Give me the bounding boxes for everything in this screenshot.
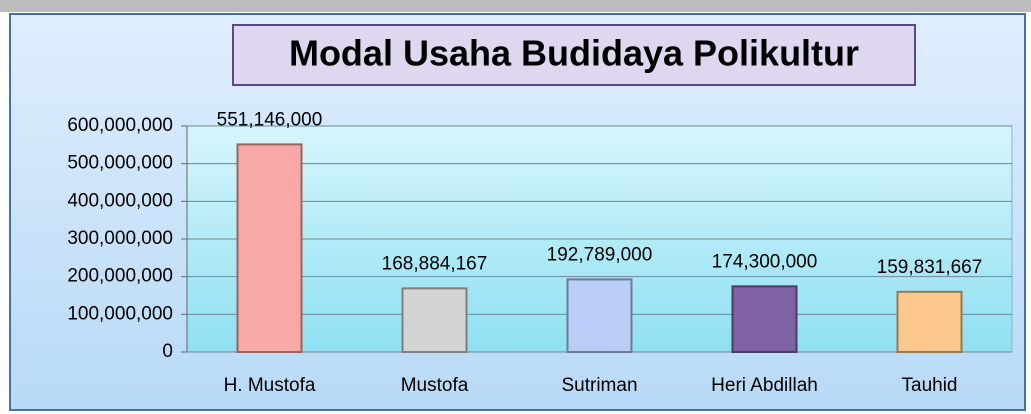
y-tick-label: 600,000,000 bbox=[67, 115, 173, 136]
y-tick-label: 0 bbox=[162, 341, 173, 362]
x-tick-label: H. Mustofa bbox=[224, 375, 316, 396]
y-tick-label: 200,000,000 bbox=[67, 266, 173, 287]
x-tick-label: Tauhid bbox=[902, 375, 958, 396]
bar bbox=[566, 278, 633, 353]
y-tick-label: 500,000,000 bbox=[67, 153, 173, 174]
data-label: 168,884,167 bbox=[382, 253, 488, 274]
bar bbox=[401, 287, 468, 353]
data-label: 551,146,000 bbox=[217, 109, 323, 130]
data-label: 192,789,000 bbox=[547, 244, 653, 265]
y-tick-label: 100,000,000 bbox=[67, 303, 173, 324]
x-tick-label: Mustofa bbox=[401, 375, 469, 396]
y-tick-label: 300,000,000 bbox=[67, 228, 173, 249]
bar bbox=[236, 143, 303, 353]
x-tick-label: Sutriman bbox=[561, 375, 637, 396]
data-label: 159,831,667 bbox=[877, 257, 983, 278]
data-label: 174,300,000 bbox=[712, 251, 818, 272]
bar bbox=[731, 285, 798, 353]
chart-title: Modal Usaha Budidaya Polikultur bbox=[289, 33, 859, 74]
x-tick-label: Heri Abdillah bbox=[711, 375, 818, 396]
bar bbox=[896, 290, 963, 354]
title-box bbox=[232, 24, 916, 86]
top-strip bbox=[0, 0, 1031, 12]
y-tick-label: 400,000,000 bbox=[67, 190, 173, 211]
